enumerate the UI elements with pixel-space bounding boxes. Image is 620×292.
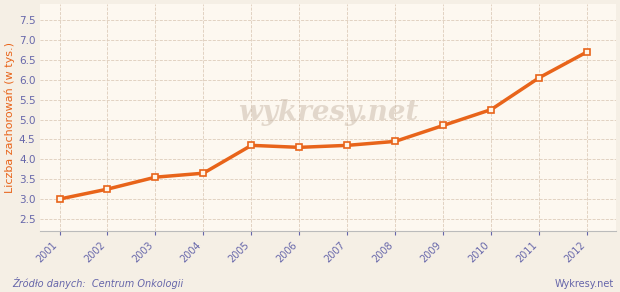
Text: Wykresy.net: Wykresy.net [554, 279, 614, 289]
Text: Źródło danych:  Centrum Onkologii: Źródło danych: Centrum Onkologii [12, 277, 184, 289]
Y-axis label: Liczba zachorowań (w tys.): Liczba zachorowań (w tys.) [4, 42, 15, 193]
Text: wykresy.net: wykresy.net [238, 100, 418, 126]
